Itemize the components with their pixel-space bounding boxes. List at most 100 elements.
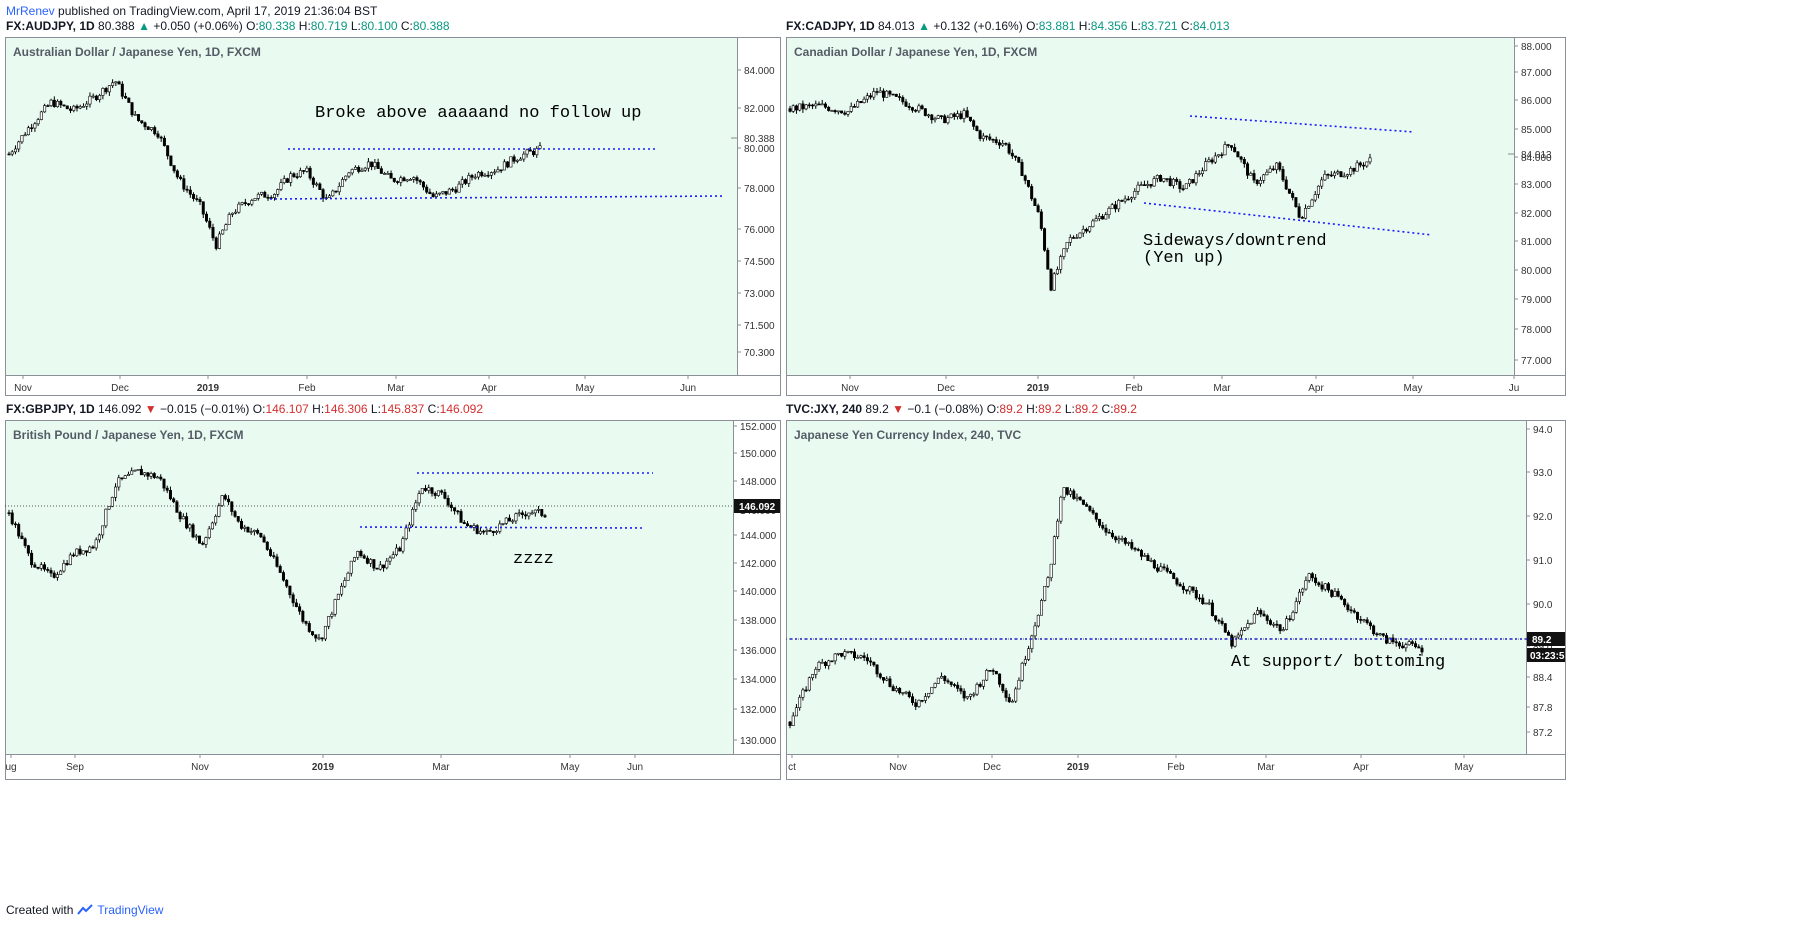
y-tick-label: 77.000: [1521, 356, 1552, 367]
candle-down: [308, 167, 312, 179]
candle-up: [298, 170, 302, 178]
candle-up: [114, 81, 118, 84]
candle-down: [456, 510, 460, 513]
trendline: [269, 195, 726, 200]
candle-down: [301, 610, 305, 622]
plot-area: [5, 420, 734, 755]
candle-down: [907, 691, 911, 697]
candle-up: [496, 169, 500, 173]
candle-up: [340, 585, 344, 595]
y-tick-label: 88.000: [1521, 42, 1552, 53]
publish-header: MrRenev published on TradingView.com, Ap…: [6, 4, 377, 18]
candle-up: [1285, 618, 1289, 630]
candle-down: [1223, 623, 1227, 633]
candle-down: [506, 161, 510, 168]
candle-up: [434, 193, 438, 198]
tradingview-link[interactable]: TradingView: [97, 903, 164, 917]
candle-down: [988, 136, 992, 140]
y-tick-label: 136.000: [740, 646, 777, 657]
y-tick-label: 82.000: [1521, 209, 1552, 220]
candle-down: [1310, 573, 1314, 579]
candle-up: [240, 202, 244, 205]
panel-0-symbol[interactable]: FX:AUDJPY, 1D: [6, 19, 95, 33]
x-tick-label: 2019: [197, 383, 220, 394]
candle-up: [207, 528, 211, 538]
candle-up: [220, 495, 224, 506]
candle-up: [1014, 688, 1018, 702]
candle-down: [165, 487, 169, 491]
jxy-chart[interactable]: Japanese Yen Currency Index, 240, TVC 94.…: [786, 420, 1566, 780]
candle-down: [65, 563, 69, 565]
candle-down: [920, 105, 924, 109]
candle-down: [1165, 567, 1169, 572]
candle-down: [459, 511, 463, 523]
candle-up: [1023, 659, 1027, 664]
candle-down: [865, 657, 869, 662]
author-link[interactable]: MrRenev: [6, 4, 55, 18]
candle-down: [1049, 268, 1053, 291]
candle-down: [952, 684, 956, 686]
candle-up: [1107, 207, 1111, 216]
candle-down: [1126, 198, 1130, 201]
candle-down: [882, 677, 886, 681]
candle-down: [1159, 175, 1163, 182]
candle-up: [156, 476, 160, 479]
candle-up: [1407, 641, 1411, 646]
candle-up: [538, 145, 542, 149]
candle-down: [994, 139, 998, 143]
x-tick-label: May: [561, 762, 580, 773]
candle-down: [159, 476, 163, 480]
gbpjpy-chart[interactable]: British Pound / Japanese Yen, 1D, FXCM 15…: [5, 420, 781, 780]
candle-up: [791, 105, 795, 112]
plot-area: [5, 37, 738, 376]
candle-down: [1065, 487, 1069, 495]
candle-down: [1072, 490, 1076, 499]
candle-down: [182, 178, 186, 190]
candle-up: [1194, 173, 1198, 184]
candle-up: [1275, 162, 1279, 171]
candle-up: [394, 547, 398, 556]
panel-1-symbol[interactable]: FX:CADJPY, 1D: [786, 19, 875, 33]
candle-down: [292, 173, 296, 177]
candle-down: [1136, 549, 1140, 551]
cadjpy-chart[interactable]: Canadian Dollar / Japanese Yen, 1D, FXCM…: [786, 37, 1566, 396]
candle-down: [910, 107, 914, 111]
candle-up: [933, 683, 937, 688]
candle-down: [192, 194, 196, 199]
candle-up: [836, 652, 840, 655]
candle-down: [1004, 690, 1008, 698]
candle-down: [1372, 625, 1376, 635]
candle-down: [153, 127, 157, 135]
candle-down: [991, 138, 995, 141]
candle-up: [1281, 629, 1285, 632]
candle-down: [444, 191, 448, 195]
candle-down: [862, 655, 866, 658]
candle-up: [383, 173, 387, 175]
candle-down: [888, 90, 892, 95]
plot-area: [786, 37, 1515, 376]
audjpy-chart[interactable]: Australian Dollar / Japanese Yen, 1D, FX…: [5, 37, 781, 396]
candle-up: [1117, 538, 1121, 541]
candle-down: [1046, 249, 1050, 270]
candle-up: [1059, 256, 1063, 270]
y-tick-label: 85.000: [1521, 125, 1552, 136]
candle-down: [888, 678, 892, 687]
candle-down: [140, 120, 144, 123]
candle-down: [46, 569, 50, 571]
candle-up: [85, 103, 89, 107]
candle-down: [94, 95, 98, 100]
candle-down: [1172, 572, 1176, 580]
candle-up: [1001, 143, 1005, 146]
candle-down: [872, 661, 876, 666]
candle-down: [1107, 531, 1111, 534]
candle-up: [522, 153, 526, 160]
candle-up: [252, 529, 256, 532]
panel-2-symbol[interactable]: FX:GBPJPY, 1D: [6, 402, 95, 416]
y-tick-label: 84.000: [1521, 153, 1552, 164]
candle-up: [23, 134, 27, 137]
candle-down: [175, 170, 179, 178]
candle-down: [431, 193, 435, 198]
candle-down: [528, 149, 532, 152]
candle-up: [97, 534, 101, 541]
panel-3-symbol[interactable]: TVC:JXY, 240: [786, 402, 863, 416]
